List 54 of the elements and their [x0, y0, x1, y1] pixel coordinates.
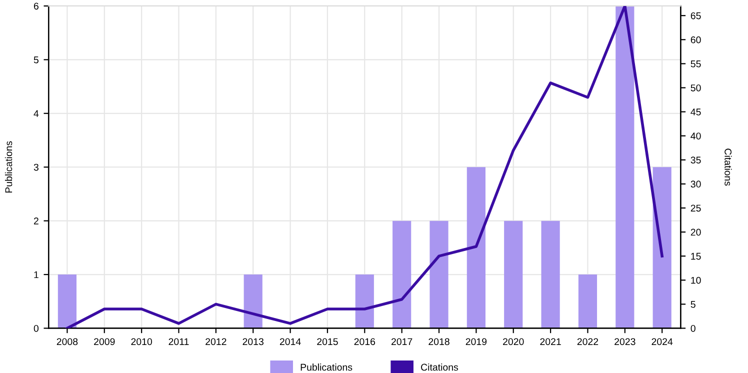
x-tick-label: 2017 — [392, 338, 412, 346]
bar — [466, 167, 486, 328]
legend-label: Citations — [421, 364, 458, 371]
y2-tick-label: 50 — [690, 84, 701, 92]
y-tick-label: 3 — [34, 164, 38, 171]
x-tick-label: 2020 — [503, 338, 524, 346]
x-tick-label: 2009 — [94, 338, 115, 346]
x-tick-label: 2021 — [540, 338, 561, 346]
y2-tick-label: 30 — [690, 180, 701, 188]
y2-tick-label: 15 — [691, 252, 701, 260]
y2-tick-label: 60 — [690, 36, 701, 44]
x-tick-label: 2016 — [354, 338, 376, 346]
y-tick-label: 2 — [34, 218, 38, 224]
y2-tick-label: 10 — [691, 276, 701, 284]
line-series — [66, 6, 664, 328]
x-tick-label: 2015 — [317, 338, 338, 346]
bar — [355, 274, 374, 328]
x-tick-label: 2022 — [577, 338, 598, 346]
y2-tick-label: 55 — [690, 60, 701, 68]
legend-label: Publications — [300, 364, 352, 371]
y-tick-label: 6 — [34, 2, 38, 10]
y-tick-label: 0 — [34, 324, 39, 332]
y2-tick-label: 45 — [690, 108, 701, 116]
y2-tick-label: 35 — [690, 156, 701, 164]
y2-tick-label: 0 — [690, 324, 696, 332]
x-tick-label: 2019 — [466, 338, 487, 346]
y2-tick-label: 5 — [690, 301, 696, 308]
bar — [392, 220, 412, 328]
bar — [652, 167, 672, 328]
y-tick-label: 1 — [34, 271, 38, 278]
bar — [430, 220, 448, 328]
x-tick-label: 2010 — [131, 338, 152, 346]
x-tick-label: 2014 — [280, 338, 301, 346]
bar — [58, 274, 77, 328]
y-tick-label: 5 — [34, 56, 38, 64]
y2-tick-label: 25 — [690, 204, 701, 212]
x-tick-label: 2018 — [428, 338, 450, 346]
x-tick-label: 2011 — [168, 338, 189, 346]
y-axis-title: Publications — [4, 141, 12, 193]
bar — [541, 220, 560, 328]
bar — [578, 274, 598, 328]
x-tick-label: 2024 — [652, 338, 673, 346]
x-tick-label: 2008 — [56, 338, 78, 346]
x-tick-label: 2012 — [206, 338, 226, 346]
y2-tick-label: 20 — [690, 228, 701, 236]
bar — [504, 220, 523, 328]
y2-tick-label: 40 — [690, 132, 701, 140]
y-tick-label: 4 — [34, 110, 39, 117]
y2-axis-title: Citations — [724, 148, 732, 186]
x-tick-label: 2023 — [614, 338, 636, 346]
bar — [244, 274, 262, 328]
y2-tick-label: 65 — [690, 12, 701, 20]
bar — [616, 6, 634, 328]
x-tick-label: 2013 — [242, 338, 264, 346]
